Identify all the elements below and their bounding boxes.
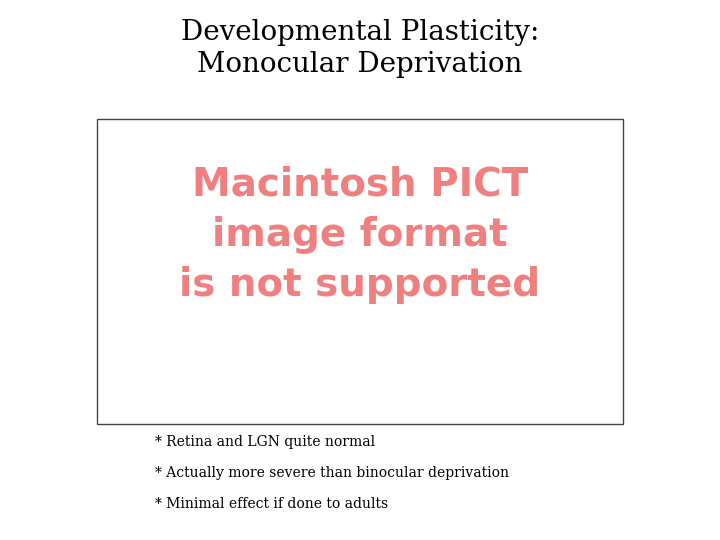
FancyBboxPatch shape [97,119,623,424]
Text: * Actually more severe than binocular deprivation: * Actually more severe than binocular de… [155,466,509,480]
Text: Developmental Plasticity:
Monocular Deprivation: Developmental Plasticity: Monocular Depr… [181,19,539,78]
Text: Macintosh PICT
image format
is not supported: Macintosh PICT image format is not suppo… [179,166,541,303]
Text: * Minimal effect if done to adults: * Minimal effect if done to adults [155,497,388,511]
Text: * Retina and LGN quite normal: * Retina and LGN quite normal [155,435,375,449]
